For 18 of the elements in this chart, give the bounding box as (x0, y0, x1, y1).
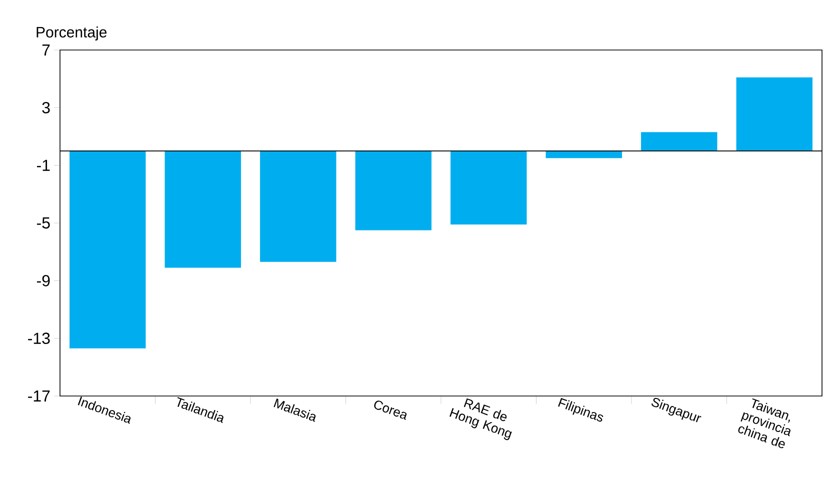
y-axis-title: Porcentaje (36, 26, 107, 40)
y-tick-label: -13 (28, 332, 50, 344)
y-tick-label: -1 (36, 160, 50, 171)
bar (355, 150, 432, 230)
x-tick-label: Corea (374, 400, 407, 420)
bar (736, 77, 812, 151)
bar (260, 150, 336, 262)
y-tick-label: -9 (36, 275, 50, 286)
y-tick-label: 7 (42, 44, 50, 56)
bar (641, 132, 718, 151)
y-tick-label: 3 (42, 102, 50, 114)
bar (164, 150, 241, 268)
y-tick-label: -17 (28, 390, 50, 402)
bar (450, 150, 527, 224)
bar (70, 150, 146, 348)
x-tick-label: RAE de Hong Kong (450, 398, 512, 440)
y-tick-label: -5 (36, 217, 50, 229)
bar (546, 150, 622, 158)
